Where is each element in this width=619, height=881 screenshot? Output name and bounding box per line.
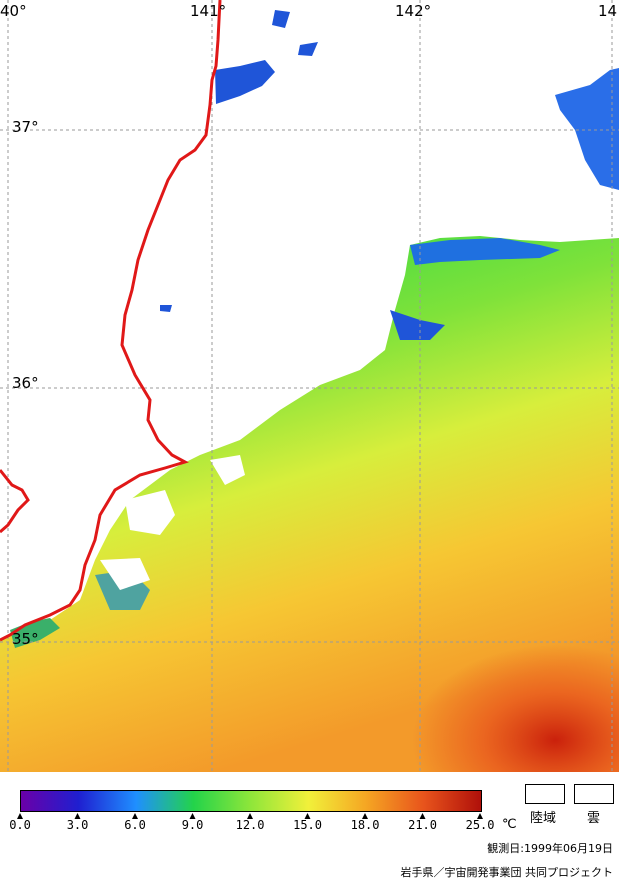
lat-label-37: 37° (12, 118, 39, 136)
lat-label-35: 35° (12, 630, 39, 648)
colorbar-tick-mark (304, 813, 311, 819)
colorbar-tick-marks (17, 813, 483, 819)
observation-date: 観測日:1999年06月19日 (487, 842, 613, 855)
colorbar-tick-mark (132, 813, 138, 819)
lon-label-141: 141° (190, 2, 227, 20)
colorbar-tick-mark (17, 813, 23, 819)
colorbar-tick-label: 12.0 (235, 818, 265, 832)
colorbar-tick-mark (74, 813, 81, 819)
temperature-colorbar (20, 790, 482, 812)
colorbar-unit: ℃ (502, 817, 517, 832)
sea-surface-temperature-map (0, 0, 619, 772)
colorbar-tick-mark (247, 813, 253, 819)
cloud-legend-label: 雲 (587, 811, 601, 826)
lon-label-140: 40° (0, 2, 27, 20)
colorbar-tick-label: 15.0 (293, 818, 322, 832)
land-legend-label: 陸域 (530, 811, 557, 826)
land-legend-swatch (525, 784, 565, 804)
colorbar-tick-label: 21.0 (408, 818, 437, 832)
colorbar-tick-label: 6.0 (124, 818, 146, 832)
cloud-legend-swatch (574, 784, 614, 804)
project-credit: 岩手県／宇宙開発事業団 共同プロジェクト (400, 866, 614, 879)
colorbar-tick-label: 0.0 (9, 818, 31, 832)
lon-label-142: 142° (395, 2, 432, 20)
colorbar-tick-mark (419, 813, 426, 819)
graticule (0, 0, 619, 772)
colorbar-tick-label: 3.0 (66, 818, 89, 832)
coastline-west (0, 469, 30, 534)
cloud-areas (100, 455, 245, 590)
colorbar-tick-mark (362, 813, 368, 819)
coastline (0, 0, 222, 642)
colorbar-tick-label: 18.0 (350, 818, 380, 832)
lat-label-36: 36° (12, 374, 39, 392)
colorbar-tick-label: 25.0 (465, 818, 495, 832)
colorbar-tick-mark (189, 813, 196, 819)
colorbar-tick-label: 9.0 (181, 818, 204, 832)
colorbar-tick-mark (477, 813, 483, 819)
lon-label-143: 14 (598, 2, 618, 20)
sea-temperature-field (0, 236, 619, 772)
